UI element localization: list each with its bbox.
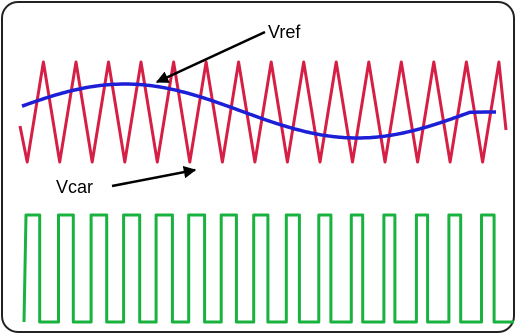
carrier-wave: [18, 60, 508, 164]
vref-arrow: [155, 30, 266, 84]
vcar-arrow: [111, 165, 197, 188]
vref-annotation: Vref: [155, 22, 301, 84]
pwm-output-wave: [22, 213, 514, 324]
vcar-annotation: Vcar: [56, 165, 197, 197]
vref-label: Vref: [268, 22, 301, 42]
vcar-label: Vcar: [56, 177, 93, 197]
reference-wave: [21, 82, 496, 140]
